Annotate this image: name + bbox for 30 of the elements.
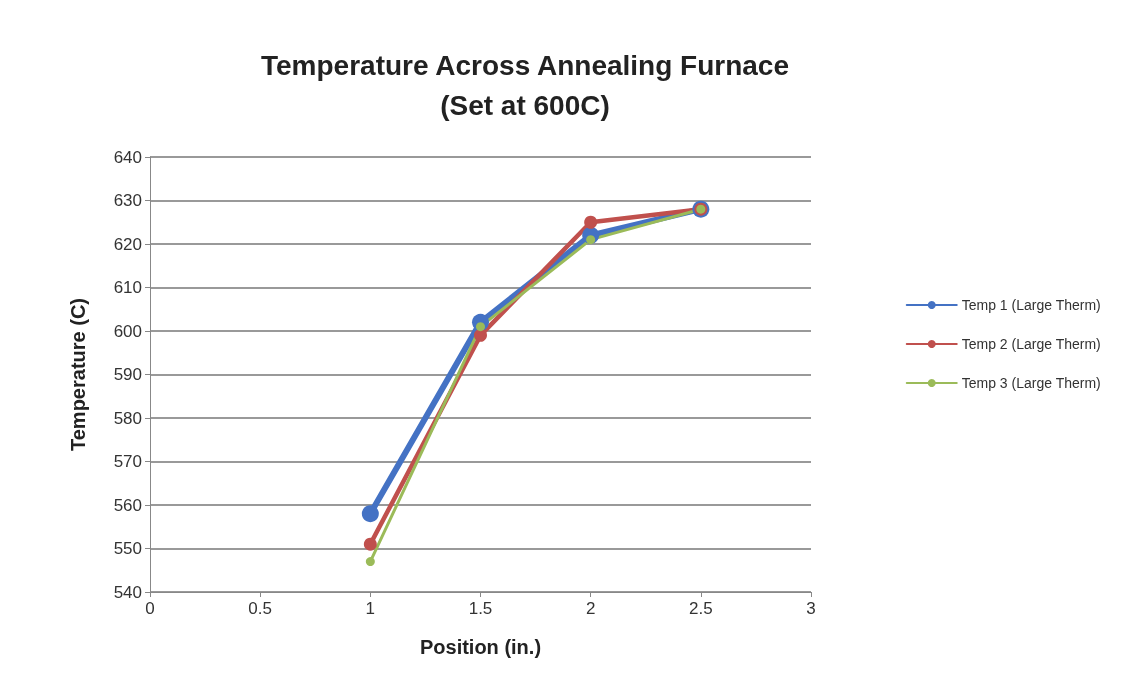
y-tick-label: 540 — [113, 582, 142, 602]
y-tick-label: 550 — [113, 539, 142, 558]
y-tick-label: 630 — [113, 191, 142, 210]
legend-label: Temp 2 (Large Therm) — [961, 336, 1101, 352]
y-tick-label: 580 — [113, 408, 142, 428]
x-tick-label: 0.5 — [248, 599, 272, 618]
y-tick-label: 590 — [113, 365, 142, 384]
point — [361, 505, 379, 523]
point — [363, 537, 377, 551]
chart-title: Temperature Across Annealing Furnace (Set at 600C) — [261, 49, 789, 121]
x-axis-title: Position (in.) — [419, 636, 542, 658]
y-tick-label: 570 — [113, 452, 142, 471]
y-tick-label: 620 — [113, 234, 142, 254]
x-tick-label: 3 — [806, 599, 816, 618]
x-tick-label: 2 — [585, 599, 596, 618]
legend-label: Temp 1 (Large Therm) — [961, 297, 1101, 313]
y-tick-label: 600 — [113, 321, 142, 341]
point — [476, 322, 485, 332]
x-tick-label: 0 — [145, 599, 155, 618]
point — [584, 215, 598, 229]
point — [365, 557, 375, 567]
y-tick-label: 640 — [113, 147, 142, 167]
point — [474, 328, 487, 342]
y-axis-title: Temperature (C) — [67, 298, 89, 451]
x-tick-label: 2.5 — [689, 599, 713, 618]
y-tick-label: 610 — [113, 278, 142, 297]
x-tick-label: 1 — [365, 599, 376, 618]
y-tick-label: 560 — [113, 495, 142, 515]
legend-label: Temp 3 (Large Therm) — [961, 375, 1101, 391]
x-tick-label: 1.5 — [468, 599, 493, 618]
